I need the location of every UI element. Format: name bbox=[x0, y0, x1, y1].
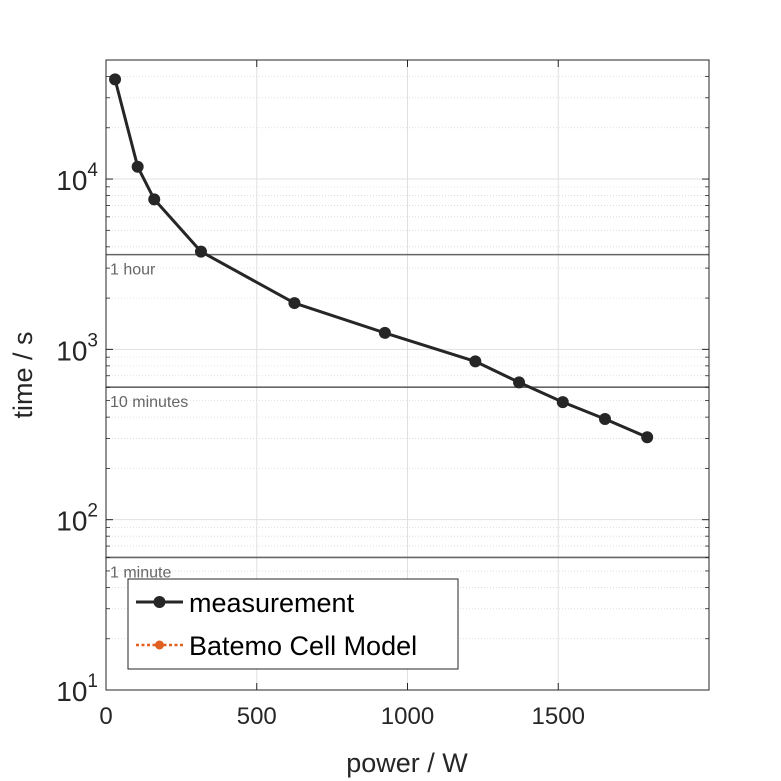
y-tick-label: 101 bbox=[56, 671, 98, 707]
data-point bbox=[148, 193, 161, 206]
data-point bbox=[641, 431, 654, 444]
y-tick-label: 104 bbox=[56, 160, 98, 196]
data-point bbox=[378, 326, 391, 339]
legend-measurement-marker bbox=[153, 596, 166, 608]
y-tick-exponent: 2 bbox=[87, 501, 98, 522]
y-tick-base: 10 bbox=[56, 335, 87, 366]
legend-box bbox=[127, 578, 459, 670]
y-tick-exponent: 3 bbox=[87, 330, 98, 351]
y-tick-base: 10 bbox=[56, 165, 87, 196]
y-tick-exponent: 4 bbox=[87, 160, 98, 181]
reference-line-label: 1 minute bbox=[110, 564, 171, 581]
series-layer bbox=[109, 73, 654, 444]
reference-line-label: 10 minutes bbox=[110, 394, 188, 411]
y-tick-label: 103 bbox=[56, 330, 98, 366]
y-tick-exponent: 1 bbox=[87, 671, 98, 692]
legend-model-marker bbox=[155, 640, 164, 650]
data-point bbox=[131, 160, 144, 173]
data-point bbox=[288, 297, 301, 310]
x-tick-label: 500 bbox=[237, 703, 277, 730]
data-point bbox=[109, 73, 122, 86]
y-tick-base: 10 bbox=[56, 676, 87, 707]
data-point bbox=[598, 413, 611, 426]
x-tick-label: 1500 bbox=[532, 703, 585, 730]
x-axis-label: power / W bbox=[346, 748, 468, 778]
data-point bbox=[513, 376, 526, 389]
axis-ticks bbox=[105, 59, 709, 691]
data-point bbox=[556, 396, 569, 409]
x-tick-label: 0 bbox=[99, 703, 112, 730]
reference-line-label: 1 hour bbox=[110, 262, 156, 279]
x-tick-labels: 0 500 1000 1500 bbox=[99, 703, 585, 730]
data-point bbox=[194, 245, 207, 258]
data-point bbox=[469, 355, 482, 368]
legend-entry-measurement: measurement bbox=[189, 588, 355, 618]
legend: measurement Batemo Cell Model bbox=[127, 578, 459, 670]
x-tick-label: 1000 bbox=[381, 703, 434, 730]
legend-entry-batemo-cell-model: Batemo Cell Model bbox=[189, 631, 417, 661]
y-tick-base: 10 bbox=[56, 506, 87, 537]
y-tick-label: 102 bbox=[56, 501, 98, 537]
y-axis-label: time / s bbox=[8, 331, 38, 418]
